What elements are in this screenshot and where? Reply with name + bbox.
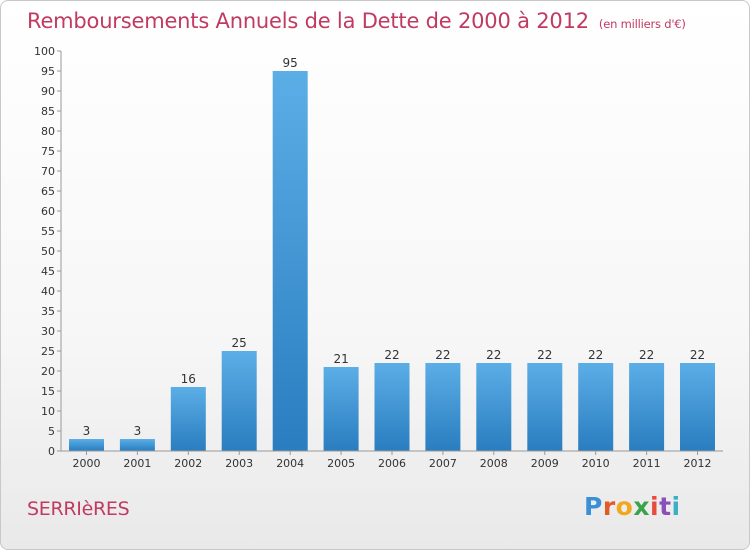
- bar-value-label: 22: [639, 348, 654, 362]
- x-tick-label: 2003: [225, 457, 253, 470]
- y-tick-label: 80: [41, 125, 55, 138]
- x-tick-label: 2001: [123, 457, 151, 470]
- bar: [476, 363, 512, 451]
- bars-group: 3 3 16 25 95 21 22 22 22 22 22 22 22: [69, 56, 715, 451]
- x-tick-label: 2007: [429, 457, 457, 470]
- bar: [119, 439, 155, 451]
- x-tick-label: 2011: [633, 457, 661, 470]
- x-tick-label: 2009: [531, 457, 559, 470]
- y-tick-label: 45: [41, 265, 55, 278]
- logo-letter: x: [633, 492, 650, 521]
- logo-letter: i: [671, 492, 681, 521]
- y-axis: 0 5 10 15 20 25 30 35 40 45 50 55 60 65 70 75 80 85 90 95 10…: [34, 45, 62, 458]
- bar-value-label: 21: [333, 352, 348, 366]
- bar: [272, 71, 308, 451]
- y-tick-label: 65: [41, 185, 55, 198]
- logo-letter: r: [602, 492, 616, 521]
- bar: [527, 363, 563, 451]
- x-tick-label: 2004: [276, 457, 304, 470]
- bar: [425, 363, 461, 451]
- x-tick-label: 2010: [582, 457, 610, 470]
- chart-title: Remboursements Annuels de la Dette de 20…: [27, 9, 686, 33]
- bar-value-label: 22: [486, 348, 501, 362]
- y-tick-label: 60: [41, 205, 55, 218]
- x-tick-label: 2000: [73, 457, 101, 470]
- bar-value-label: 3: [83, 424, 91, 438]
- x-tick-label: 2006: [378, 457, 406, 470]
- bar-chart: 0 5 10 15 20 25 30 35 40 45 50 55 60 65 70 75 80 85 90 95 10…: [34, 45, 723, 470]
- y-tick-label: 40: [41, 285, 55, 298]
- chart-subtitle: (en milliers d'€): [598, 17, 686, 31]
- bar-value-label: 95: [283, 56, 298, 70]
- bar-value-label: 22: [690, 348, 705, 362]
- y-tick-label: 90: [41, 85, 55, 98]
- bar: [323, 367, 359, 451]
- bar-value-label: 25: [232, 336, 247, 350]
- y-tick-label: 10: [41, 405, 55, 418]
- bar-value-label: 22: [588, 348, 603, 362]
- logo-letter: t: [659, 492, 672, 521]
- y-tick-label: 15: [41, 385, 55, 398]
- bar: [69, 439, 104, 451]
- y-tick-label: 0: [48, 445, 55, 458]
- x-axis: 2000 2001 2002 2003 2004 2005 2006 2007 2008 2009…: [61, 450, 723, 470]
- bar-value-label: 3: [134, 424, 142, 438]
- logo-letter: P: [584, 492, 603, 521]
- y-tick-label: 95: [41, 65, 55, 78]
- y-tick-label: 55: [41, 225, 55, 238]
- bar: [680, 363, 715, 451]
- y-tick-label: 35: [41, 305, 55, 318]
- y-tick-label: 100: [34, 45, 55, 58]
- bar: [374, 363, 410, 451]
- bar-value-label: 22: [384, 348, 399, 362]
- bar: [629, 363, 665, 451]
- bar: [221, 351, 257, 451]
- y-tick-label: 30: [41, 325, 55, 338]
- x-tick-label: 2005: [327, 457, 355, 470]
- bar: [578, 363, 614, 451]
- x-tick-label: 2012: [684, 457, 712, 470]
- bar-value-label: 22: [435, 348, 450, 362]
- y-tick-label: 70: [41, 165, 55, 178]
- logo-letter: o: [615, 492, 634, 521]
- bar-value-label: 16: [181, 372, 196, 386]
- logo-letter: i: [650, 492, 660, 521]
- y-tick-label: 85: [41, 105, 55, 118]
- bar-value-label: 22: [537, 348, 552, 362]
- y-tick-label: 50: [41, 245, 55, 258]
- y-tick-label: 75: [41, 145, 55, 158]
- x-tick-label: 2002: [174, 457, 202, 470]
- title-text: Remboursements Annuels de la Dette de 20…: [27, 9, 589, 33]
- town-name: SERRIèRES: [27, 498, 130, 520]
- y-tick-label: 20: [41, 365, 55, 378]
- bar: [170, 387, 206, 451]
- y-tick-label: 25: [41, 345, 55, 358]
- y-tick-label: 5: [48, 425, 55, 438]
- x-tick-label: 2008: [480, 457, 508, 470]
- proxiti-logo: Proxiti: [584, 492, 681, 521]
